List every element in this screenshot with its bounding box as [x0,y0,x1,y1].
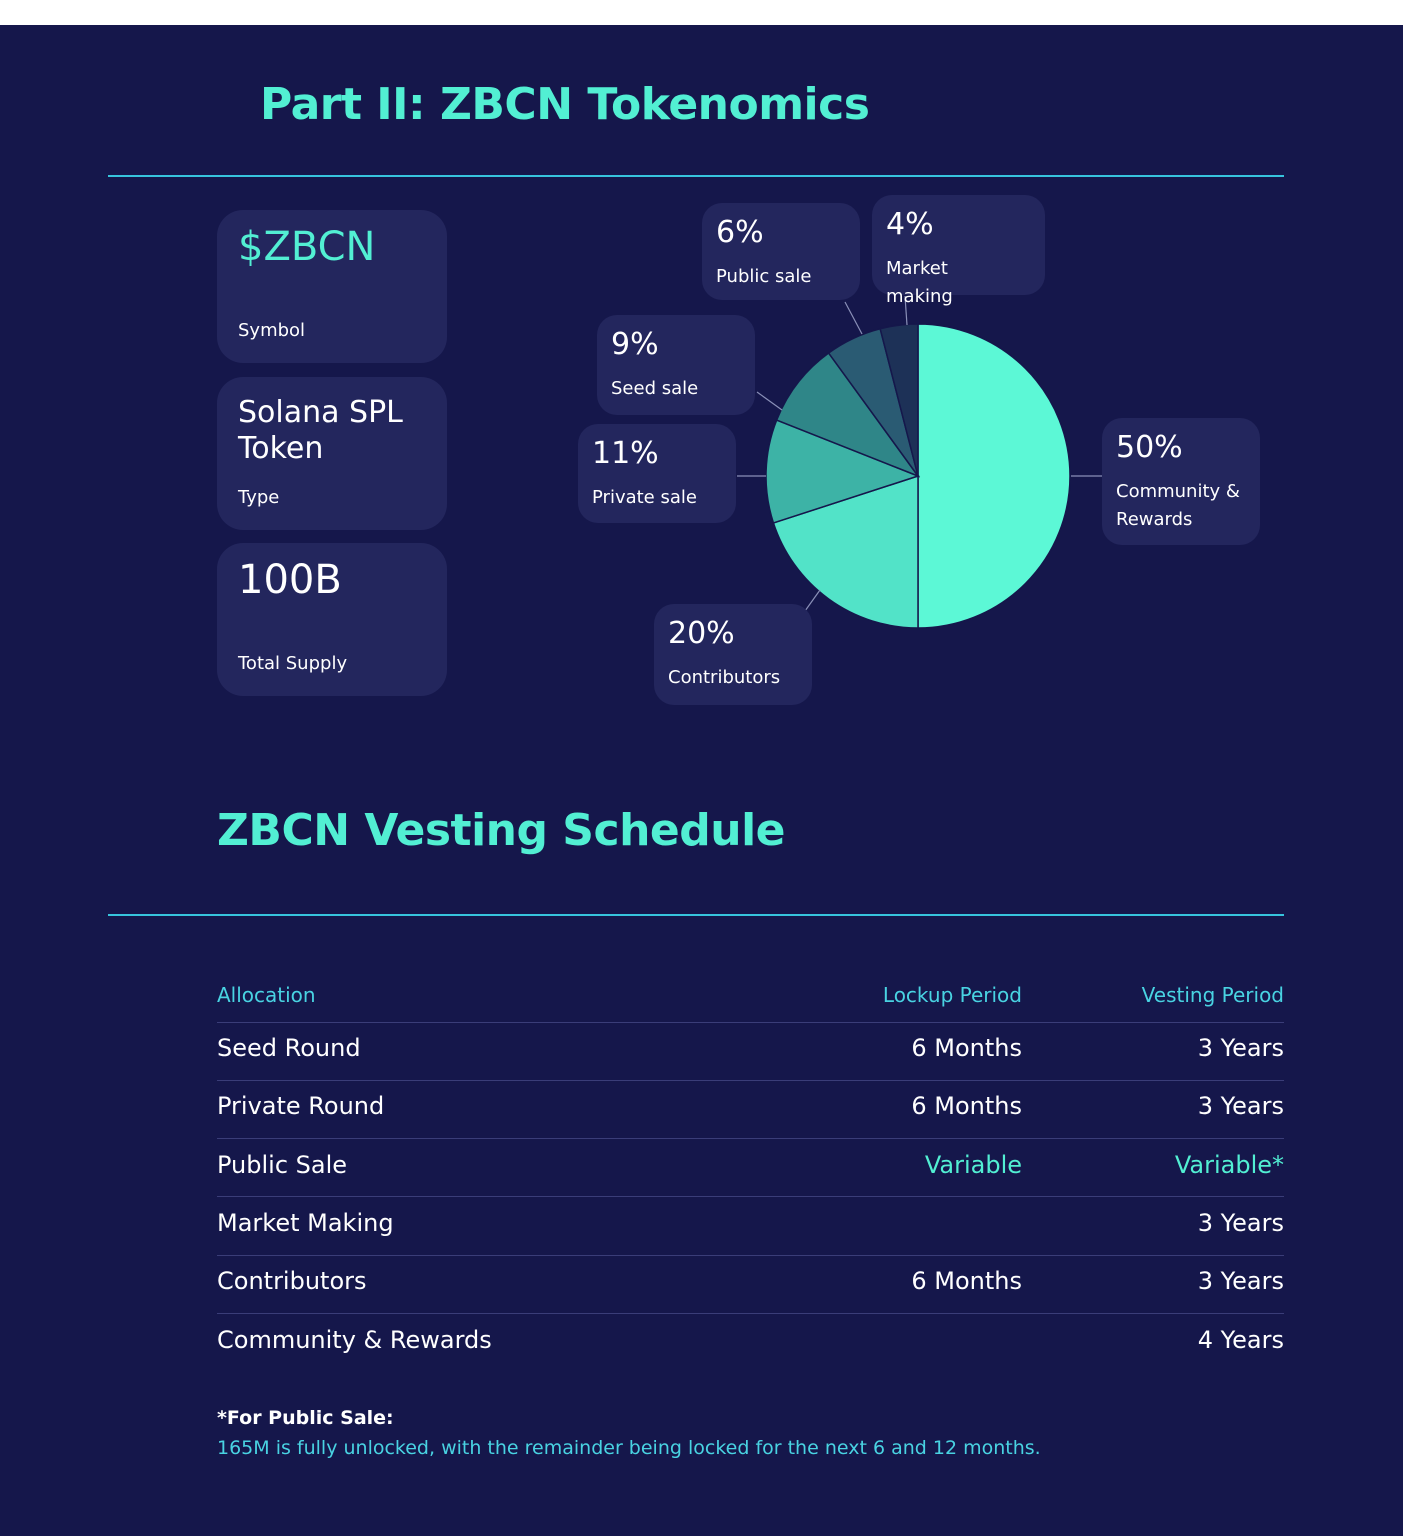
pie-label: 9% Seed sale [597,315,755,415]
column-header: Lockup Period [882,983,1022,1007]
info-card: Solana SPL Token Type [217,377,447,530]
divider [108,914,1284,916]
allocation-cell: Public Sale [217,1150,348,1179]
leader-line [844,301,863,335]
allocation-cell: Contributors [217,1267,367,1296]
card-label: Symbol [238,320,306,341]
row-separator [217,1254,1284,1256]
info-card: $ZBCN Symbol [217,210,447,363]
lockup-cell: 6 Months [911,1092,1022,1121]
lockup-cell: 6 Months [911,1267,1022,1296]
row-separator [217,1079,1284,1081]
vesting-cell: 3 Years [1197,1092,1284,1121]
info-card: 100B Total Supply [217,543,447,696]
row-separator [217,1021,1284,1023]
pie-chart [737,295,1102,629]
vesting-cell: 3 Years [1197,1267,1284,1296]
slice-name: Seed sale [611,378,699,399]
pie-slice [879,323,919,477]
pie-label: 50% Community & Rewards [1102,418,1260,545]
pie-label: 20% Contributors [654,604,812,705]
title: Part II: ZBCN Tokenomics [260,79,870,130]
card-value: Solana SPL Token [238,395,403,466]
pie-slice [765,419,921,524]
vesting-cell: 4 Years [1197,1325,1284,1354]
slice-name: Public sale [716,266,812,287]
slice-name: Contributors [668,667,781,688]
column-header: Allocation [217,983,316,1007]
slice-value: 6% [716,215,764,250]
lockup-cell: 6 Months [911,1034,1022,1062]
footnote: 165M is fully unlocked, with the remaind… [217,1437,1041,1459]
row-separator [217,1313,1284,1314]
vesting-cell: 3 Years [1197,1034,1284,1062]
allocation-cell: Community & Rewards [217,1325,492,1354]
slice-name: Market making [886,258,953,307]
slice-value: 9% [611,327,659,362]
leader-line [904,295,908,326]
slice-name: Private sale [592,487,697,508]
allocation-cell: Market Making [217,1208,394,1237]
slice-value: 50% [1116,430,1183,465]
pie-label: 6% Public sale [702,203,860,300]
allocation-cell: Private Round [217,1092,385,1121]
leader-line [804,589,821,612]
pie-label: 4% Market making [872,195,1045,307]
pie-label: 11% Private sale [578,424,736,523]
slice-value: 4% [886,207,934,242]
tokenomics-page: Part II: ZBCN Tokenomics $ZBCN Symbol So… [0,25,1403,1536]
slice-value: 20% [668,616,735,651]
lockup-cell: Variable [924,1150,1022,1179]
allocation-cell: Seed Round [217,1034,361,1062]
vesting-cell: Variable* [1174,1150,1284,1179]
card-value: $ZBCN [238,224,376,270]
slice-value: 11% [592,436,659,471]
row-separator [217,1196,1284,1198]
pie-slice [775,351,921,478]
section-title: ZBCN Vesting Schedule [217,805,786,856]
leader-line [756,391,783,411]
column-header: Vesting Period [1141,983,1284,1007]
card-value: 100B [238,557,342,603]
card-label: Type [238,487,280,508]
row-separator [217,1138,1284,1140]
divider [108,175,1284,177]
card-label: Total Supply [238,653,348,674]
vesting-cell: 3 Years [1197,1208,1284,1237]
pie-slice [917,323,1071,629]
footnote-title: *For Public Sale: [217,1407,394,1429]
slice-name: Community & Rewards [1116,481,1240,530]
pie-slice [772,474,919,629]
